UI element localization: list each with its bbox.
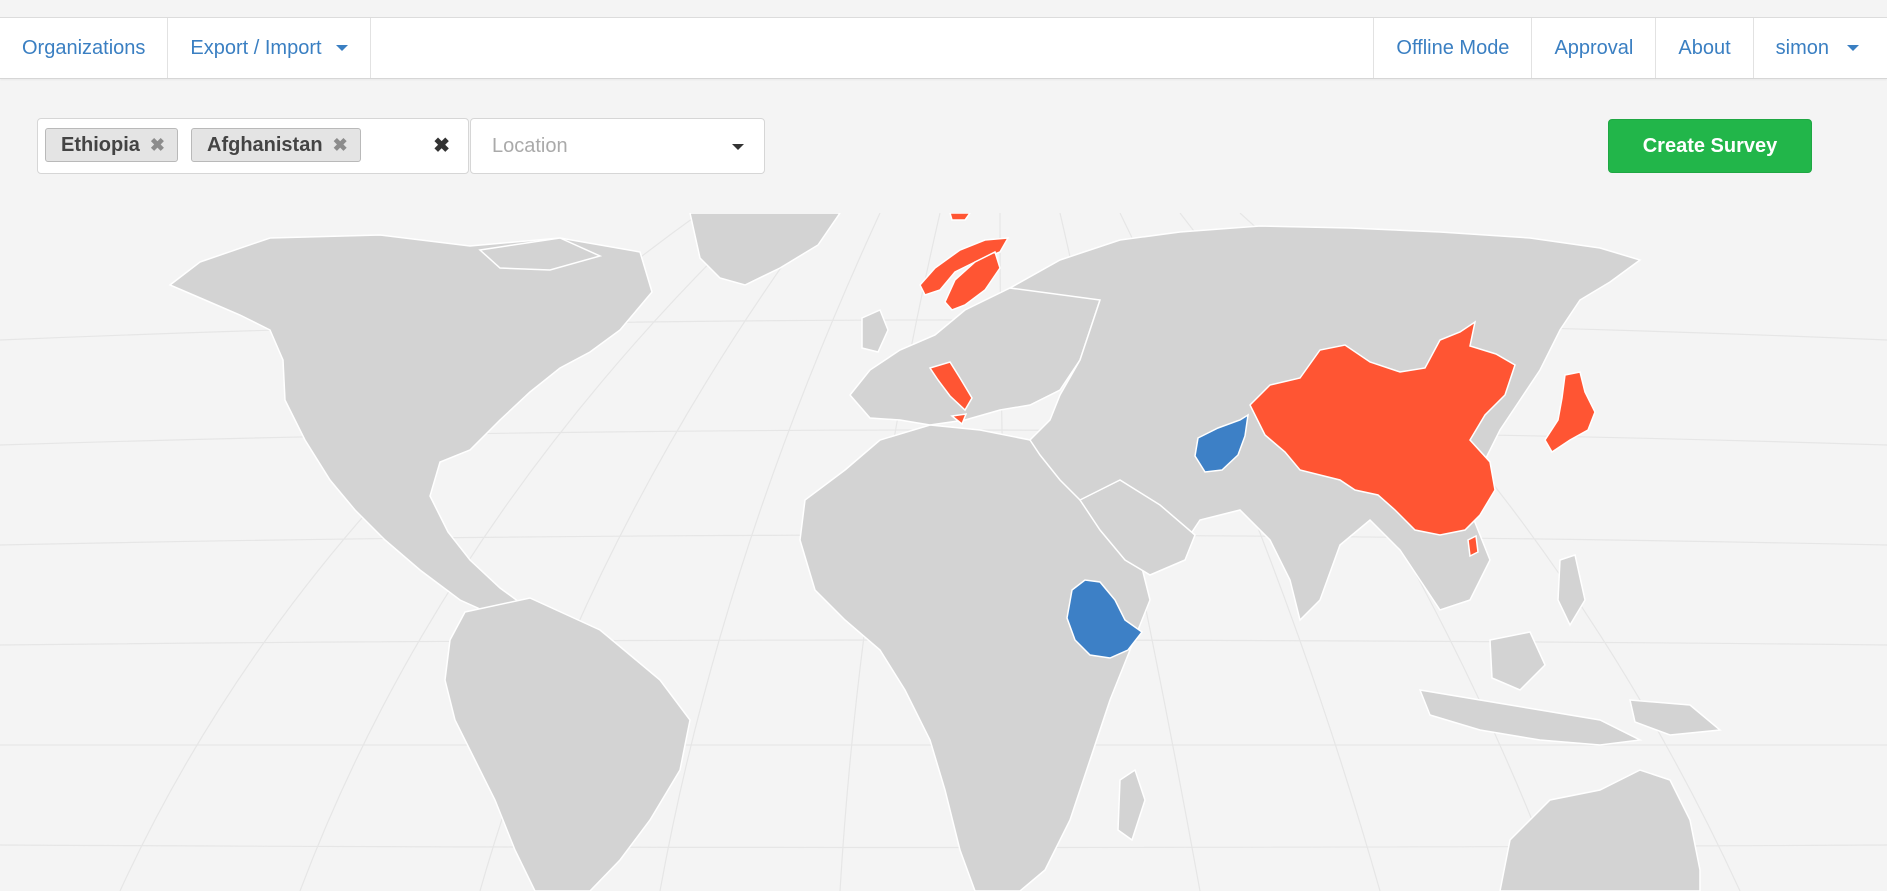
new-guinea (1629, 699, 1722, 736)
chevron-down-icon (1847, 45, 1859, 51)
madagascar (1117, 768, 1146, 842)
create-survey-label: Create Survey (1642, 134, 1778, 157)
chevron-down-icon (335, 45, 348, 51)
nav-export-import-label: Export / Import (190, 36, 322, 59)
create-survey-button[interactable]: Create Survey (1608, 119, 1812, 173)
nav-approval[interactable]: Approval (1531, 18, 1655, 78)
country-ethiopia (1066, 579, 1144, 659)
tag-label: Ethiopia (61, 133, 140, 156)
map-selected-countries (1066, 413, 1249, 659)
nav-approval-label: Approval (1554, 36, 1634, 59)
clear-all-icon[interactable]: ✖ (433, 135, 450, 157)
arabian-peninsula (1078, 479, 1196, 576)
nav-about-label: About (1678, 36, 1731, 59)
tag-ethiopia: Ethiopia ✖ (45, 128, 178, 162)
location-select[interactable]: Location (470, 118, 765, 174)
country-norway (919, 237, 1010, 296)
country-afghanistan (1194, 413, 1249, 473)
australia (1499, 769, 1701, 891)
nav-offline-mode-label: Offline Mode (1396, 36, 1510, 59)
philippines (1557, 554, 1586, 627)
tag-afghanistan: Afghanistan ✖ (191, 128, 361, 162)
nav-user-label: simon (1775, 36, 1829, 59)
nav-export-import-dropdown[interactable]: Export / Import (168, 18, 371, 78)
remove-tag-icon[interactable]: ✖ (149, 134, 165, 155)
world-map (0, 213, 1887, 891)
country-svalbard (949, 213, 971, 221)
country-taiwan (1467, 534, 1479, 558)
country-italy (928, 361, 973, 412)
nav-offline-mode[interactable]: Offline Mode (1373, 18, 1531, 78)
country-china (1249, 320, 1516, 536)
top-navbar: Organizations Export / Import Offline Mo… (0, 17, 1887, 79)
map-highlighted-countries (919, 213, 1596, 558)
arctic-islands (478, 237, 603, 271)
nav-about[interactable]: About (1655, 18, 1752, 78)
location-placeholder: Location (492, 134, 568, 157)
nav-user-menu[interactable]: simon (1752, 18, 1887, 78)
indonesia (1418, 689, 1643, 746)
greenland (689, 213, 841, 286)
south-america (444, 597, 691, 891)
british-isles (861, 308, 889, 353)
borneo (1489, 631, 1546, 691)
country-japan (1544, 371, 1596, 454)
remove-tag-icon[interactable]: ✖ (332, 134, 348, 155)
map-land (168, 213, 1722, 891)
country-sicily (950, 413, 968, 426)
nav-right: Offline Mode Approval About simon (1373, 18, 1887, 78)
country-multiselect[interactable]: Ethiopia ✖ Afghanistan ✖ ✖ (37, 118, 469, 174)
nav-left: Organizations Export / Import (0, 18, 371, 78)
north-america (168, 234, 653, 619)
chevron-down-icon (732, 144, 744, 150)
nav-organizations-label: Organizations (22, 36, 146, 59)
nav-organizations[interactable]: Organizations (0, 18, 169, 78)
country-sweden (944, 250, 1001, 311)
tag-label: Afghanistan (207, 133, 323, 156)
